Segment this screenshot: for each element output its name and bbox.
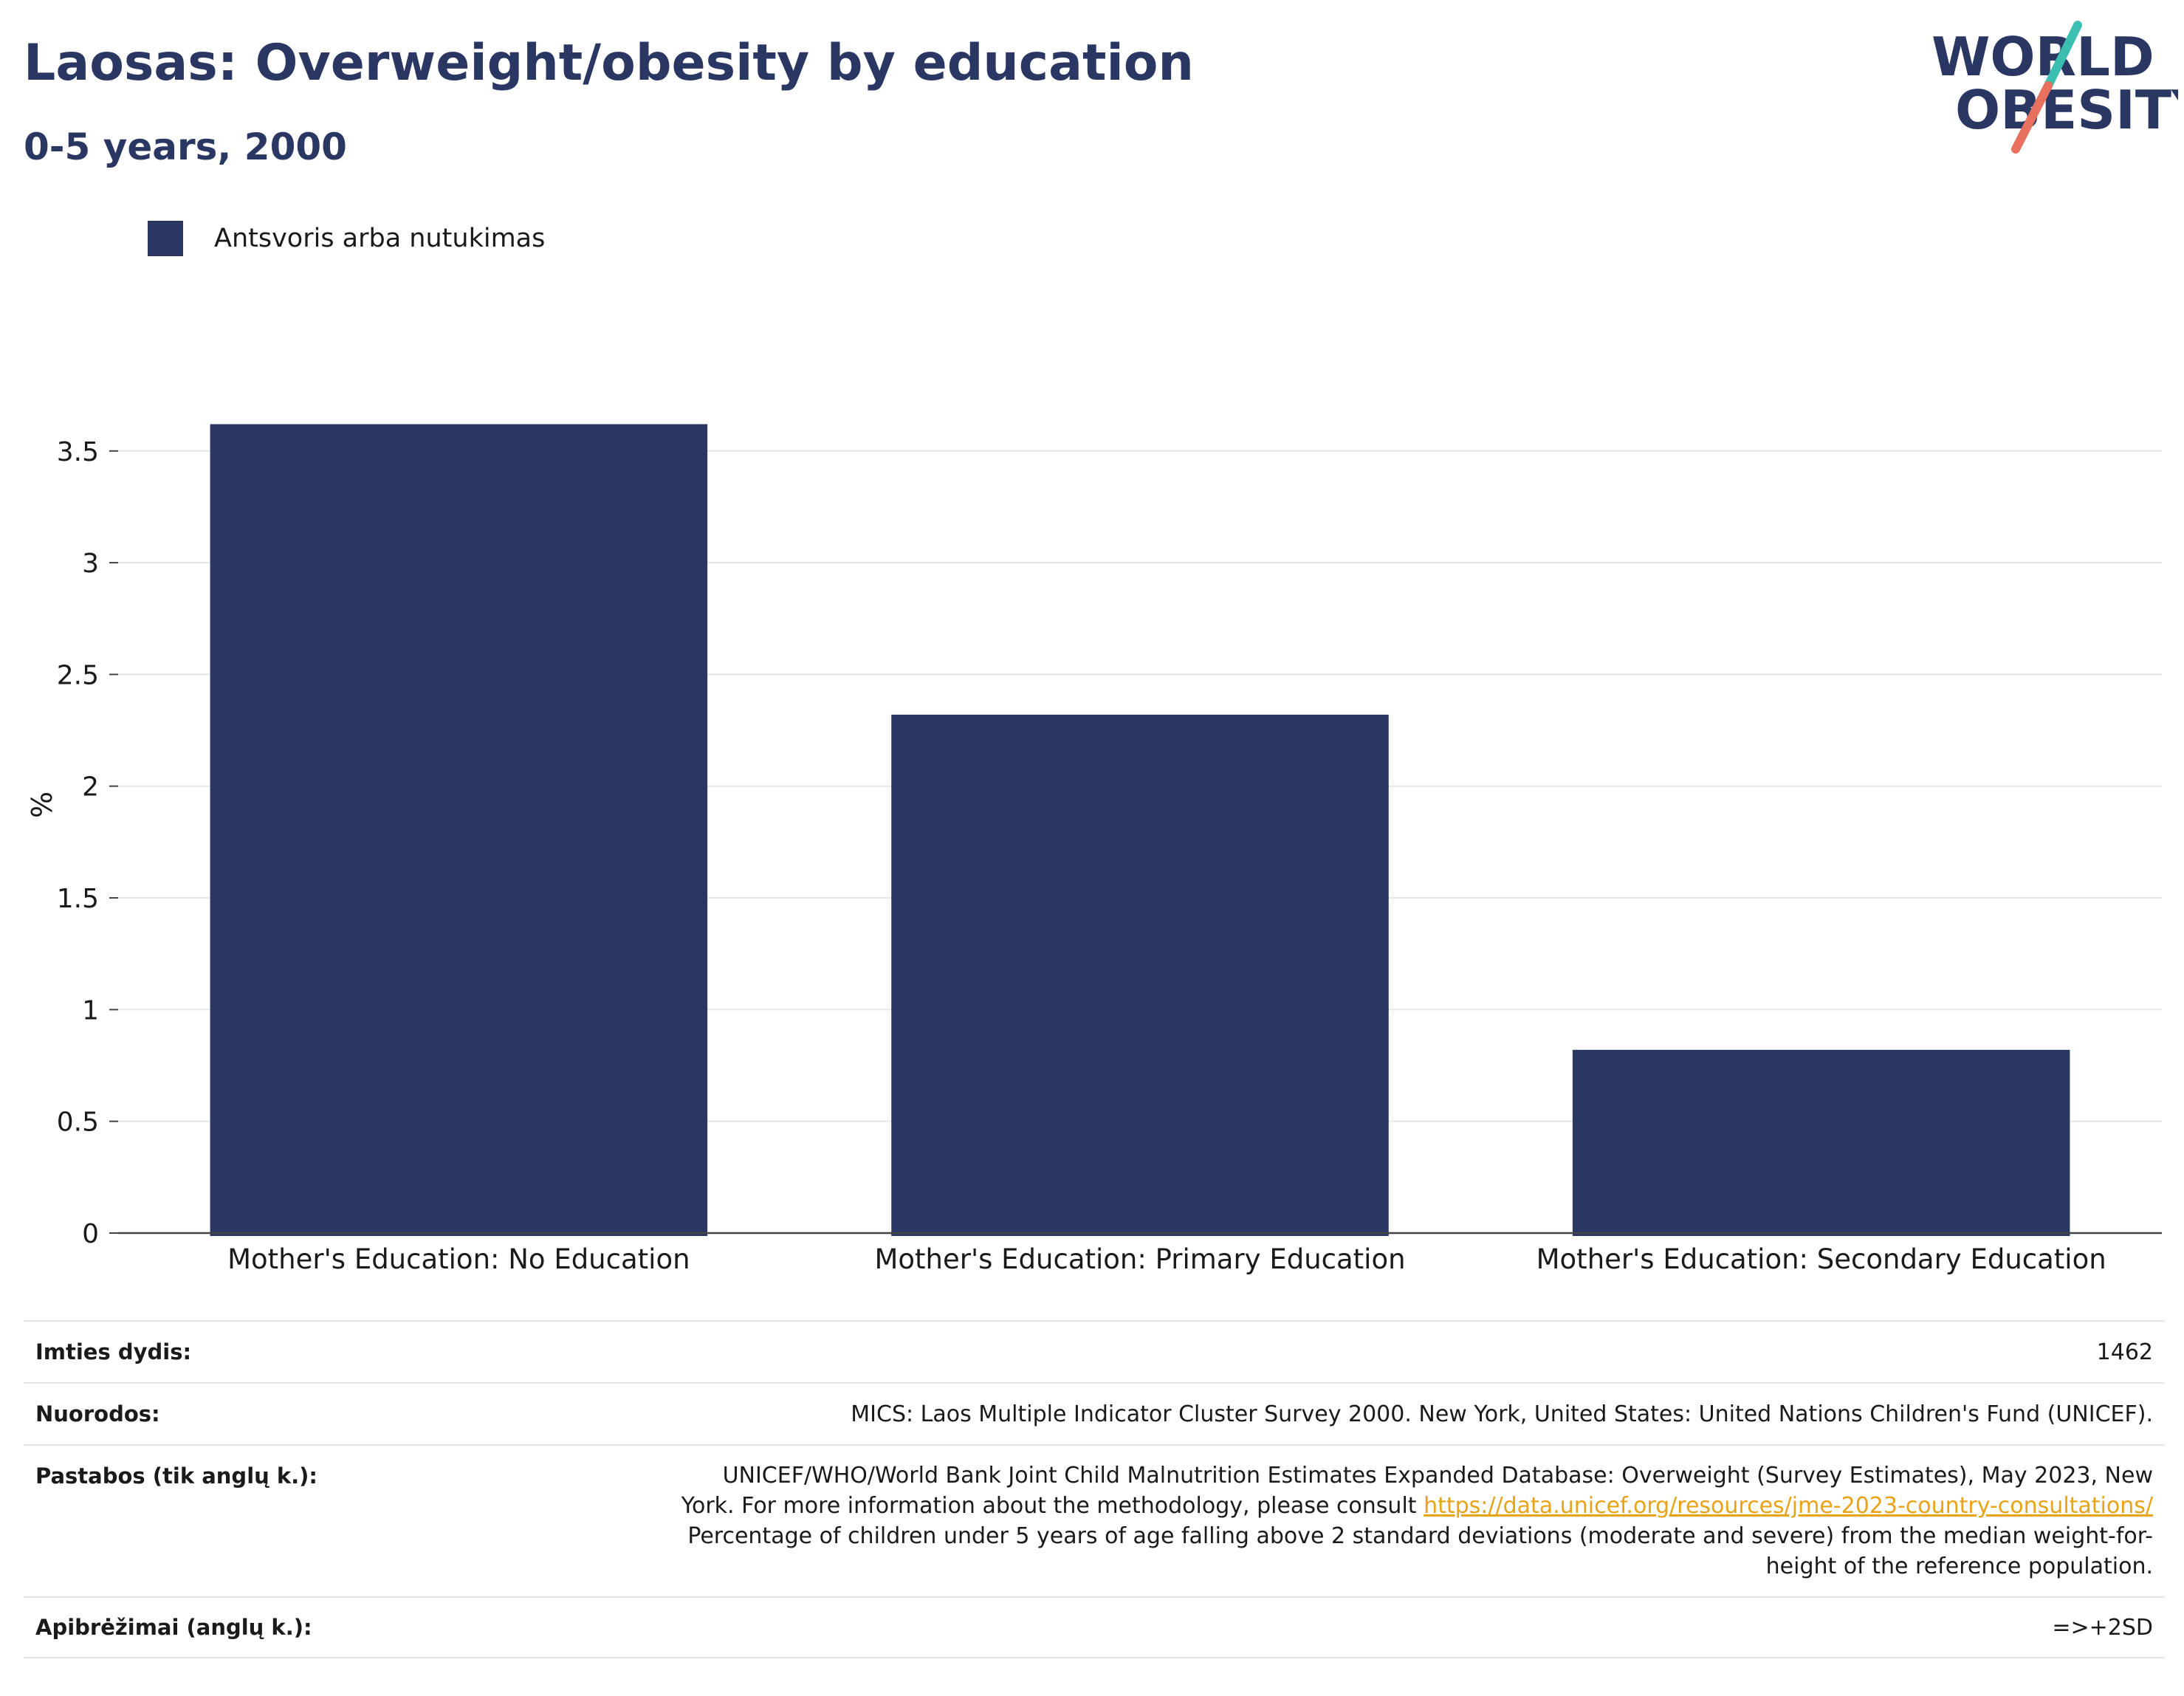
notes-line-3: Percentage of children under 5 years of … <box>687 1523 2153 1549</box>
x-tick-label: Mother's Education: No Education <box>227 1243 690 1275</box>
y-tick-label: 2.5 <box>57 660 99 690</box>
notes-value: UNICEF/WHO/World Bank Joint Child Malnut… <box>681 1460 2153 1582</box>
logo-slash-bottom <box>2011 81 2053 154</box>
references-label: Nuorodos: <box>35 1401 160 1427</box>
bar-2[interactable] <box>891 714 1389 1236</box>
notes-line-1: UNICEF/WHO/World Bank Joint Child Malnut… <box>722 1463 2153 1489</box>
info-row-definitions: Apibrėžimai (anglų k.): =>+2SD <box>24 1596 2165 1658</box>
notes-line-2-text: York. For more information about the met… <box>681 1493 1424 1519</box>
legend-swatch <box>148 221 183 256</box>
definitions-label: Apibrėžimai (anglų k.): <box>35 1615 312 1640</box>
chart-title: Laosas: Overweight/obesity by education <box>24 34 1194 92</box>
x-tick-label: Mother's Education: Primary Education <box>874 1243 1405 1275</box>
y-tick-label: 0.5 <box>57 1108 99 1138</box>
sample-size-value: 1462 <box>2096 1339 2153 1365</box>
y-axis-label: % <box>26 792 58 818</box>
chart-subtitle: 0-5 years, 2000 <box>24 126 347 168</box>
axes: 0 0.5 1 1.5 2 2.5 3 3.5 Mother's Education: No E… <box>57 437 2162 1275</box>
bars <box>210 424 2070 1237</box>
bar-1[interactable] <box>210 424 708 1237</box>
info-row-notes: Pastabos (tik anglų k.): UNICEF/WHO/Worl… <box>24 1444 2165 1596</box>
logo-text-world: WORLD <box>1931 26 2154 88</box>
legend-label: Antsvoris arba nutukimas <box>214 224 546 253</box>
references-value: MICS: Laos Multiple Indicator Cluster Su… <box>851 1401 2153 1427</box>
sample-size-label: Imties dydis: <box>35 1339 192 1364</box>
y-tick-label: 3.5 <box>57 437 99 467</box>
methodology-link[interactable]: https://data.unicef.org/resources/jme-20… <box>1424 1493 2153 1519</box>
info-table: Imties dydis: 1462 Nuorodos: MICS: Laos … <box>24 1320 2165 1658</box>
chart-legend: Antsvoris arba nutukimas <box>148 218 545 259</box>
y-tick-label: 0 <box>82 1219 99 1249</box>
notes-label: Pastabos (tik anglų k.): <box>35 1463 318 1489</box>
bar-chart: 0 0.5 1 1.5 2 2.5 3 3.5 Mother's Education: No E… <box>26 424 2162 1275</box>
info-row-sample-size: Imties dydis: 1462 <box>24 1320 2165 1382</box>
world-obesity-logo: WORLD OBESITY <box>1931 21 2178 154</box>
y-tick-label: 1.5 <box>57 884 99 914</box>
y-tick-label: 1 <box>82 995 99 1026</box>
x-tick-label: Mother's Education: Secondary Education <box>1536 1243 2106 1275</box>
notes-line-4: height of the reference population. <box>1765 1553 2153 1579</box>
info-row-references: Nuorodos: MICS: Laos Multiple Indicator … <box>24 1382 2165 1444</box>
notes-line-2: York. For more information about the met… <box>681 1491 2153 1521</box>
y-tick-label: 3 <box>82 549 99 579</box>
y-tick-label: 2 <box>82 772 99 803</box>
bar-3[interactable] <box>1572 1049 2070 1236</box>
logo-text-obesity: OBESITY <box>1955 79 2178 141</box>
logo-slash-top <box>2044 21 2082 90</box>
definitions-value: =>+2SD <box>2052 1614 2153 1641</box>
